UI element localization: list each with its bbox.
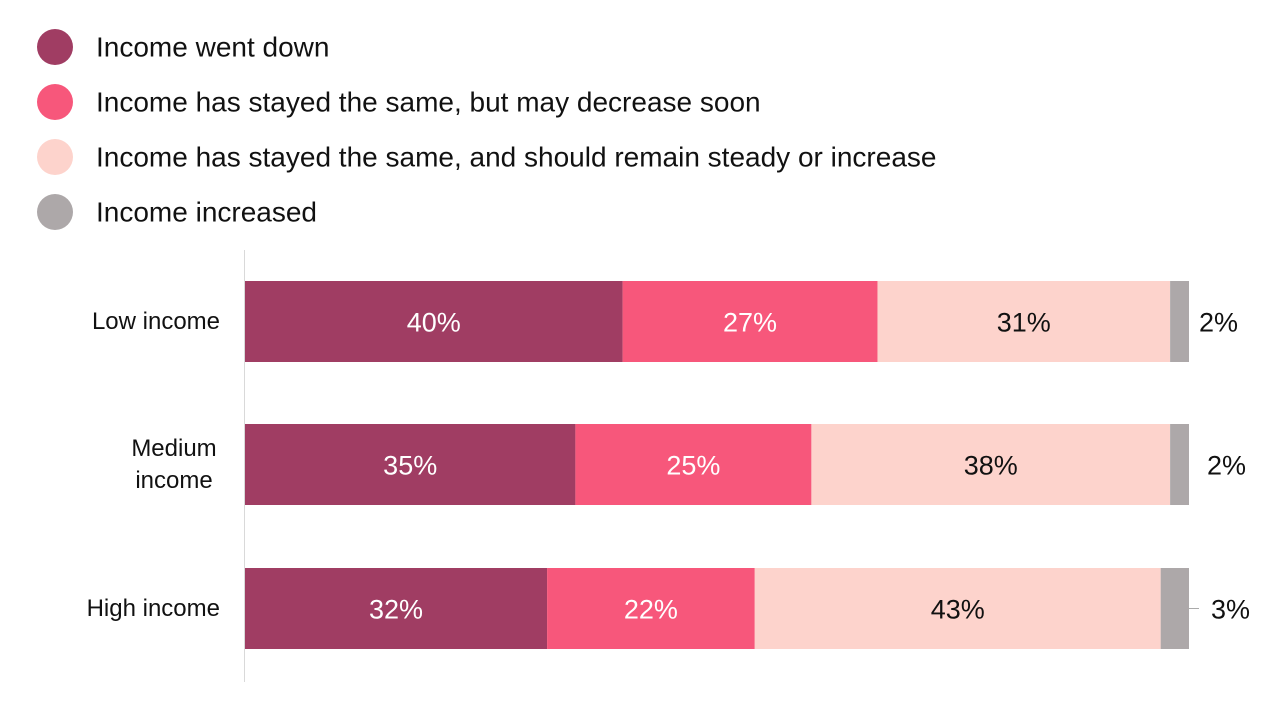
legend-swatch-4 [37, 194, 73, 230]
data-label-1-3: 31% [997, 308, 1051, 338]
legend-swatch-1 [37, 29, 73, 65]
bar-segment-2-4 [1170, 424, 1189, 505]
data-label-3-2: 22% [624, 595, 678, 625]
category-label-1: Low income [92, 308, 220, 335]
legend-label-1: Income went down [96, 32, 329, 63]
legend: Income went down Income has stayed the sa… [37, 29, 936, 230]
bar-segment-3-1 [245, 568, 548, 649]
data-label-2-1: 35% [383, 451, 437, 481]
legend-swatch-3 [37, 139, 73, 175]
data-label-3-4: 3% [1211, 595, 1250, 625]
category-label-2-line-2: income [135, 467, 212, 494]
bar-segment-1-4 [1170, 281, 1189, 362]
bar-segment-3-4 [1160, 568, 1189, 649]
legend-label-4: Income increased [96, 197, 317, 228]
data-label-2-4: 2% [1207, 451, 1246, 481]
category-label-3: High income [87, 595, 220, 622]
bar-segment-1-1 [245, 281, 623, 362]
category-label-2-line-1: Medium [131, 435, 216, 462]
legend-label-2: Income has stayed the same, but may decr… [96, 87, 761, 118]
bars: Low income 40% 27% 31% 2% Medium income 35% 25% 3… [87, 281, 1250, 649]
data-label-2-3: 38% [964, 451, 1018, 481]
bar-segment-2-3 [811, 424, 1171, 505]
data-label-1-1: 40% [407, 308, 461, 338]
data-label-3-3: 43% [931, 595, 985, 625]
bar-segment-2-1 [245, 424, 576, 505]
bar-segment-1-3 [877, 281, 1171, 362]
bar-segment-3-2 [547, 568, 755, 649]
legend-swatch-2 [37, 84, 73, 120]
data-label-1-4: 2% [1199, 308, 1238, 338]
data-label-3-1: 32% [369, 595, 423, 625]
bar-segment-1-2 [622, 281, 878, 362]
data-label-2-2: 25% [666, 451, 720, 481]
data-label-1-2: 27% [723, 308, 777, 338]
legend-label-3: Income has stayed the same, and should r… [96, 142, 936, 173]
bar-segment-2-2 [575, 424, 812, 505]
bar-segment-3-3 [754, 568, 1161, 649]
